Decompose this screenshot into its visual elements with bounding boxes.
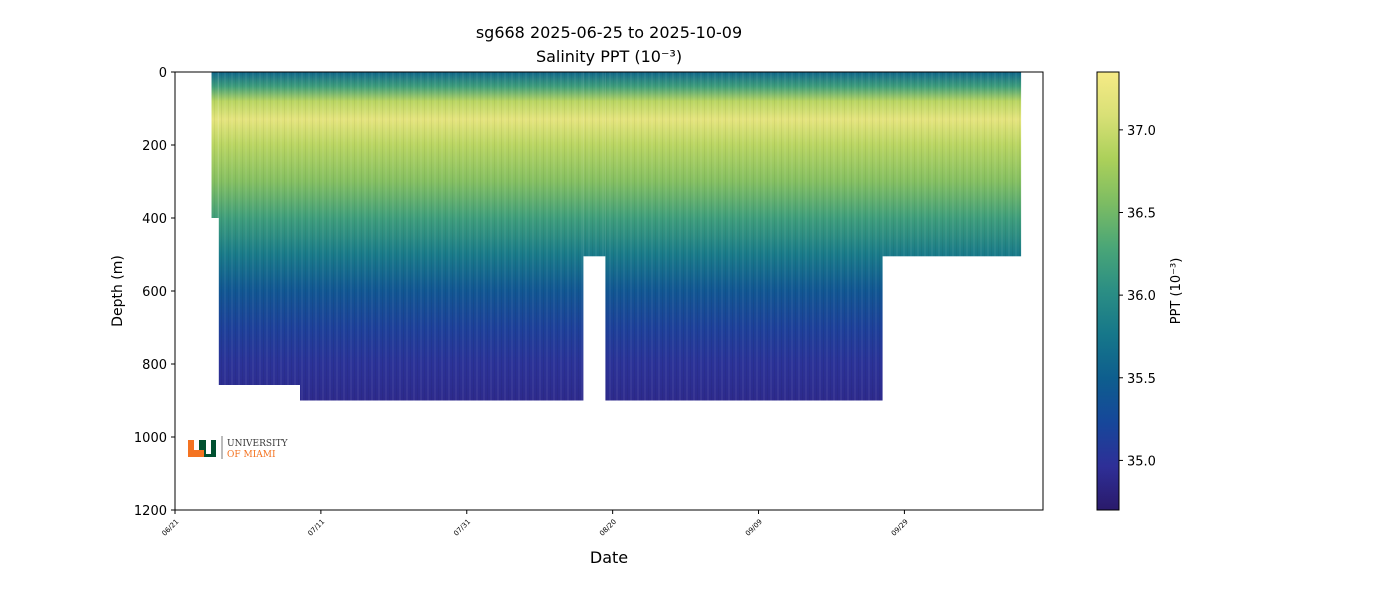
x-tick-label-08-20: 08/20 <box>598 518 618 538</box>
logo-text-line2: OF MIAMI <box>227 450 276 460</box>
section-texture-6 <box>882 72 1022 257</box>
y-tick-label-200: 200 <box>142 139 167 154</box>
y-tick-label-800: 800 <box>142 358 167 373</box>
x-tick-label-07-11: 07/11 <box>306 518 326 538</box>
logo-text-line1: UNIVERSITY <box>227 439 289 449</box>
x-tick-label-07-31: 07/31 <box>452 518 472 538</box>
colorbar-tick-label-36.0: 36.0 <box>1127 289 1156 304</box>
section-texture-4 <box>583 72 606 257</box>
plot-area <box>211 72 1022 401</box>
chart-title: sg668 2025-06-25 to 2025-10-09 <box>476 23 742 42</box>
section-texture-5 <box>605 72 883 401</box>
x-tick-label-09-29: 09/29 <box>890 518 910 538</box>
y-tick-label-1000: 1000 <box>134 431 167 446</box>
colorbar-label: PPT (10⁻³) <box>1169 258 1184 325</box>
university-logo: UNIVERSITY OF MIAMI <box>175 385 300 509</box>
colorbar-tick-label-35.5: 35.5 <box>1127 372 1156 387</box>
colorbar-tick-label-35.0: 35.0 <box>1127 454 1156 469</box>
x-axis-label: Date <box>590 548 628 567</box>
x-tick-label-09-09: 09/09 <box>744 518 764 538</box>
y-axis-label: Depth (m) <box>110 255 126 327</box>
y-tick-label-400: 400 <box>142 212 167 227</box>
colorbar-tick-label-36.5: 36.5 <box>1127 206 1156 221</box>
colorbar: 35.0 35.5 36.0 36.5 37.0 PPT (10⁻³) <box>1096 71 1184 511</box>
colorbar-tick-label-37.0: 37.0 <box>1127 124 1156 139</box>
logo-white-box <box>175 385 300 509</box>
y-tick-label-0: 0 <box>159 66 167 81</box>
x-axis: 06/21 07/11 07/31 08/20 09/09 09/29 <box>160 510 910 538</box>
u-logo-icon <box>188 440 216 457</box>
y-axis: 0 200 400 600 800 1000 1200 <box>134 66 175 519</box>
x-tick-label-06-21: 06/21 <box>160 518 180 538</box>
y-tick-label-600: 600 <box>142 285 167 300</box>
colorbar-gradient <box>1096 71 1120 511</box>
section-texture-2 <box>218 72 248 401</box>
y-tick-label-1200: 1200 <box>134 504 167 519</box>
section-texture-1 <box>211 72 219 218</box>
section-texture-3 <box>247 72 584 401</box>
chart-subtitle: Salinity PPT (10⁻³) <box>536 47 682 66</box>
